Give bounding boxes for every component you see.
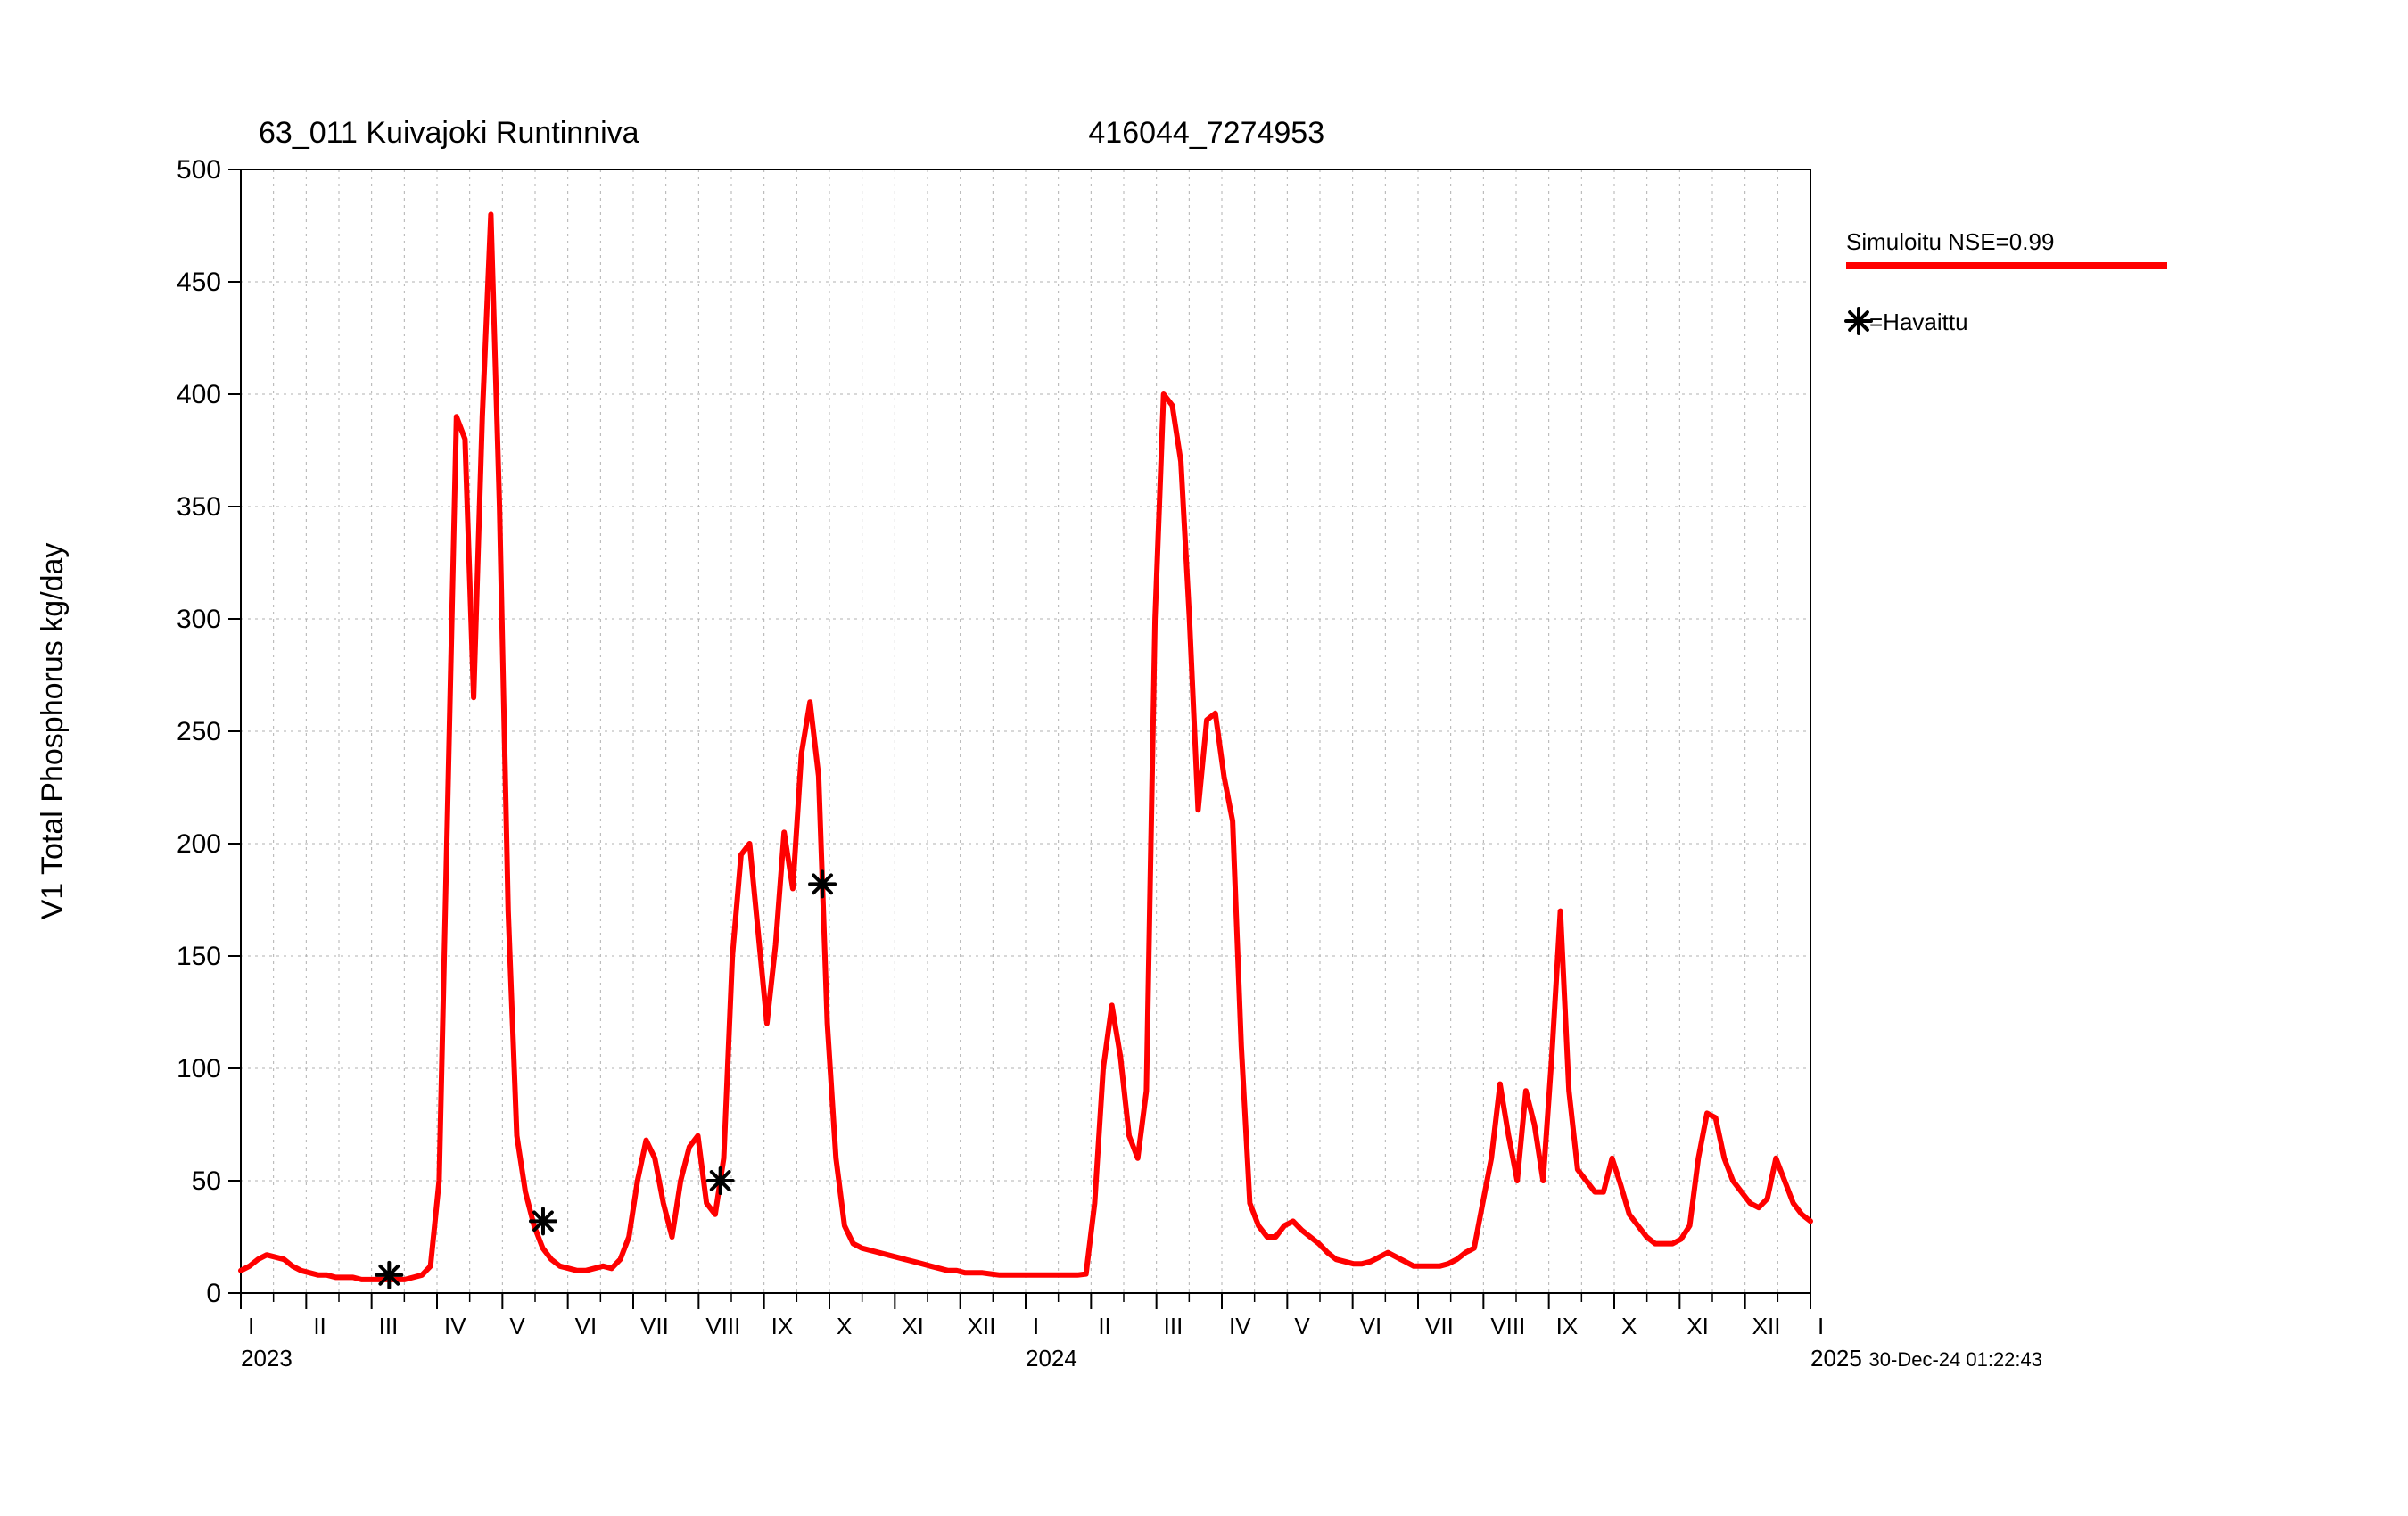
y-tick-label: 450: [177, 268, 221, 297]
y-tick-label: 50: [192, 1166, 221, 1196]
month-label: VIII: [705, 1313, 740, 1339]
month-label: I: [1818, 1313, 1824, 1339]
month-label: XI: [1686, 1313, 1709, 1339]
y-tick-label: 0: [206, 1279, 221, 1308]
month-label: V: [1294, 1313, 1310, 1339]
month-label: VII: [640, 1313, 669, 1339]
y-tick-label: 200: [177, 829, 221, 859]
year-label: 2024: [1026, 1345, 1077, 1372]
month-label: II: [313, 1313, 326, 1339]
y-tick-label: 500: [177, 155, 221, 185]
month-label: VIII: [1490, 1313, 1525, 1339]
chart-title-right: 416044_7274953: [1088, 116, 1324, 150]
month-label: IX: [1556, 1313, 1579, 1339]
y-tick-label: 300: [177, 605, 221, 634]
month-label: IV: [444, 1313, 466, 1339]
month-label: XII: [1752, 1313, 1781, 1339]
chart-svg: 050100150200250300350400450500IIIIIIIVVV…: [0, 0, 2408, 1516]
y-tick-label: 350: [177, 492, 221, 522]
y-tick-label: 150: [177, 942, 221, 971]
legend-marker-label: =Havaittu: [1869, 309, 1968, 335]
month-label: XI: [902, 1313, 924, 1339]
month-label: VI: [1360, 1313, 1382, 1339]
chart-root: { "chart": { "type": "line", "title_left…: [0, 0, 2408, 1516]
month-label: III: [379, 1313, 399, 1339]
chart-title-left: 63_011 Kuivajoki Runtinniva: [259, 116, 639, 150]
month-label: I: [1033, 1313, 1039, 1339]
month-label: VI: [575, 1313, 598, 1339]
month-label: II: [1098, 1313, 1110, 1339]
y-tick-label: 400: [177, 380, 221, 409]
month-label: IV: [1229, 1313, 1251, 1339]
y-tick-label: 250: [177, 717, 221, 746]
year-label: 2025: [1810, 1345, 1862, 1372]
month-label: X: [1621, 1313, 1637, 1339]
month-label: XII: [968, 1313, 996, 1339]
year-label: 2023: [241, 1345, 293, 1372]
month-label: VII: [1425, 1313, 1454, 1339]
month-label: III: [1164, 1313, 1183, 1339]
y-axis-label: V1 Total Phosphorus kg/day: [36, 543, 70, 920]
y-tick-label: 100: [177, 1054, 221, 1083]
timestamp: 30-Dec-24 01:22:43: [1869, 1348, 2042, 1371]
legend-line-label: Simuloitu NSE=0.99: [1846, 228, 2054, 255]
month-label: X: [837, 1313, 852, 1339]
month-label: V: [509, 1313, 525, 1339]
month-label: IX: [771, 1313, 794, 1339]
month-label: I: [248, 1313, 254, 1339]
